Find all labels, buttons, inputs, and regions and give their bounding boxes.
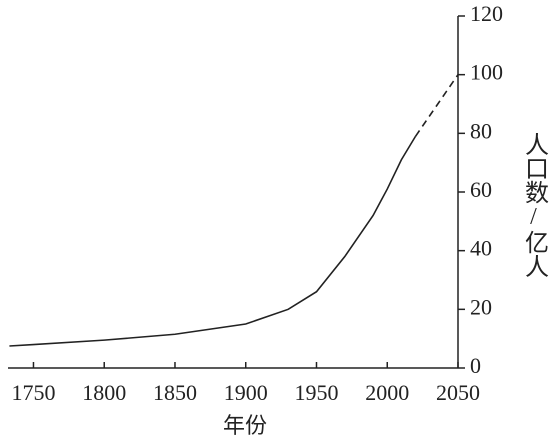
y-tick-label: 20 [470, 294, 492, 319]
y-tick-label: 0 [470, 353, 481, 378]
y-axis-label: 人口数/亿人 [520, 132, 548, 278]
y-tick-label: 60 [470, 177, 492, 202]
x-tick-label: 2050 [436, 380, 480, 405]
y-tick-label: 40 [470, 236, 492, 261]
y-tick-label: 120 [470, 1, 503, 26]
x-tick-label: 1950 [294, 380, 338, 405]
x-tick-label: 2000 [365, 380, 409, 405]
x-tick-label: 1900 [224, 380, 268, 405]
y-tick-label: 80 [470, 118, 492, 143]
x-tick-label: 1750 [11, 380, 55, 405]
x-tick-label: 1800 [82, 380, 126, 405]
data-line [9, 135, 417, 347]
x-tick-label: 1850 [153, 380, 197, 405]
y-tick-label: 100 [470, 60, 503, 85]
data-line [414, 74, 459, 137]
x-axis-label: 年份 [223, 413, 267, 438]
